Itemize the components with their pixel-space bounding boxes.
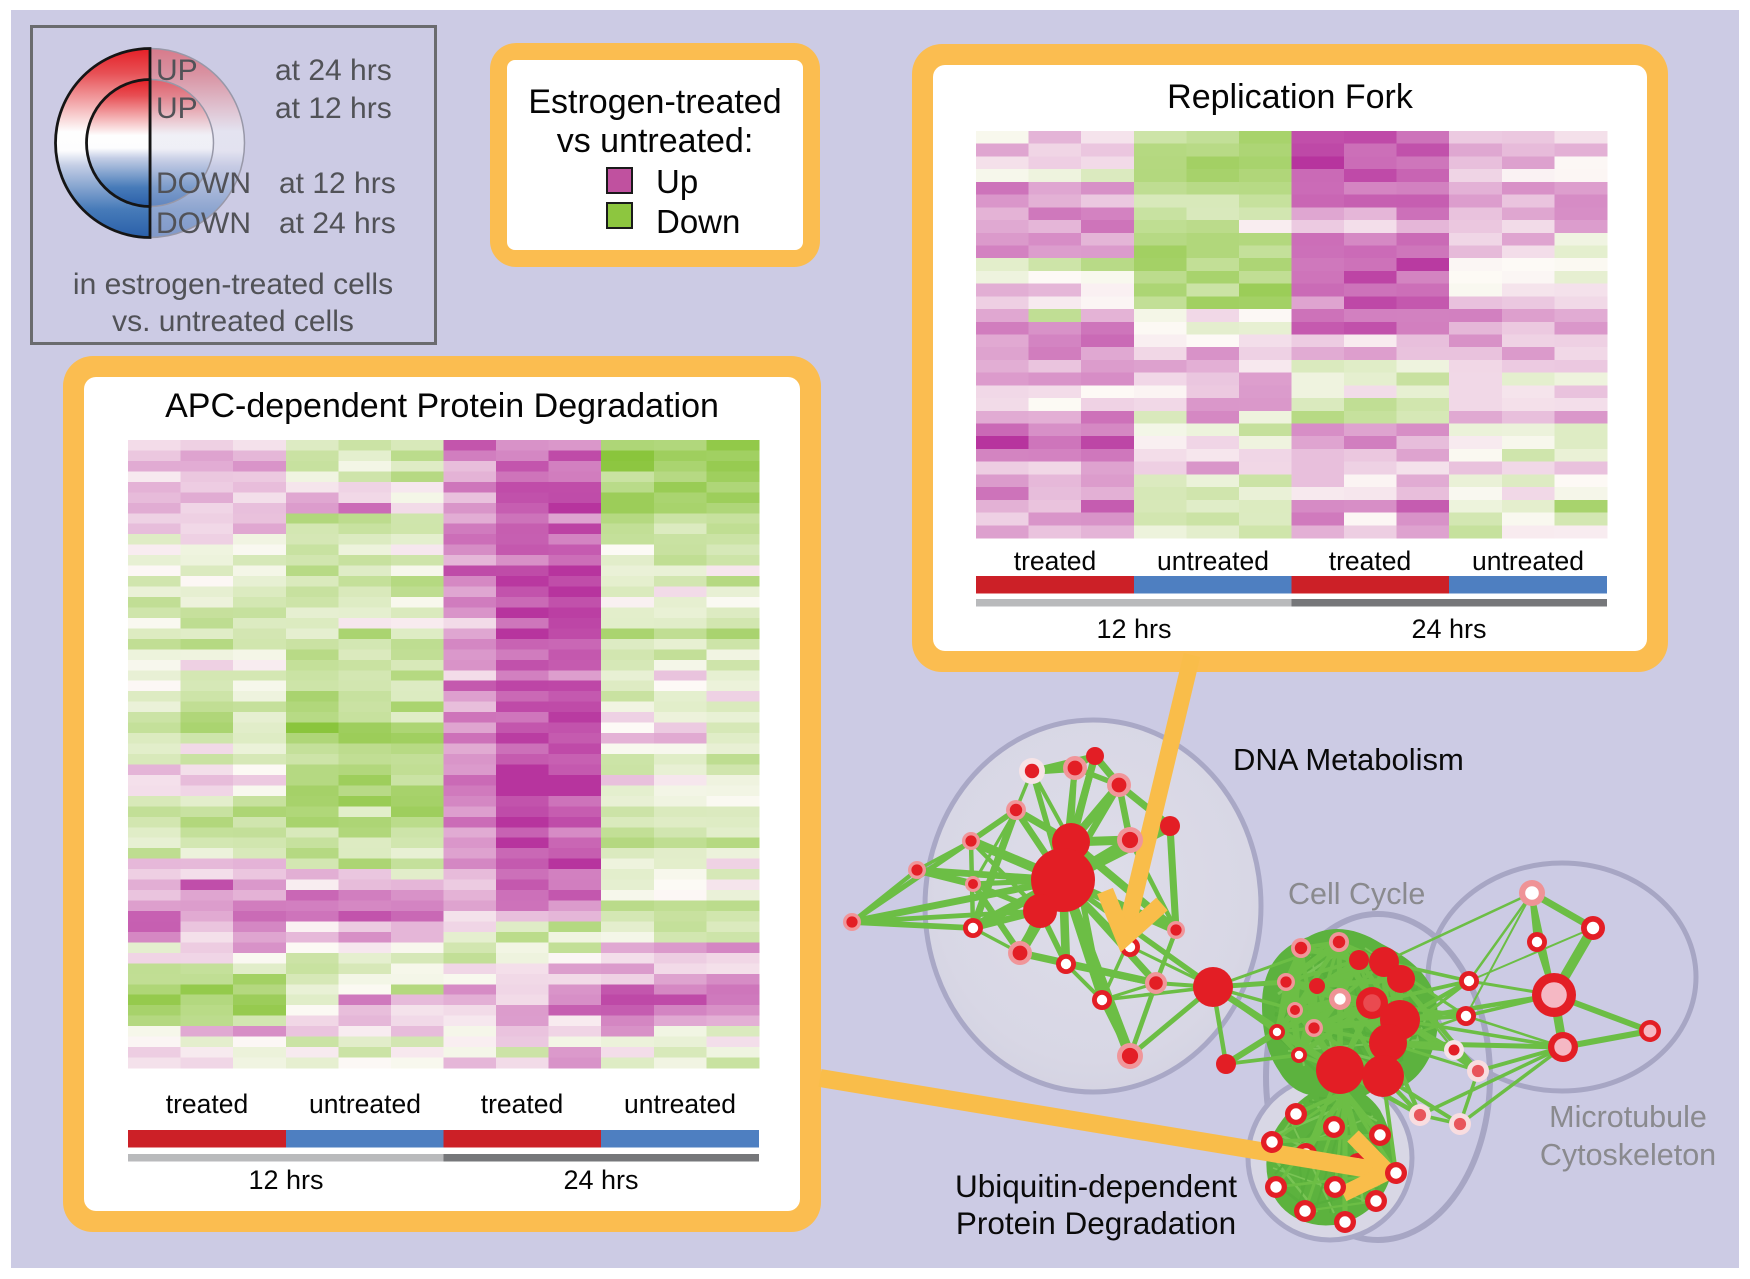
svg-text:12 hrs: 12 hrs [248,1165,323,1195]
svg-text:Replication Fork: Replication Fork [1167,78,1414,116]
svg-text:untreated: untreated [1472,546,1584,576]
svg-text:treated: treated [481,1089,564,1119]
svg-text:treated: treated [166,1089,249,1119]
svg-text:DOWN: DOWN [156,207,251,240]
svg-text:at 24 hrs: at 24 hrs [275,54,392,87]
svg-text:UP: UP [156,92,198,125]
svg-text:at 24 hrs: at 24 hrs [279,207,396,240]
svg-text:Up: Up [656,163,698,200]
svg-text:untreated: untreated [1157,546,1269,576]
svg-text:Ubiquitin-dependent: Ubiquitin-dependent [955,1168,1237,1204]
svg-text:DNA Metabolism: DNA Metabolism [1233,742,1464,777]
svg-text:vs. untreated cells: vs. untreated cells [112,305,354,338]
svg-text:APC-dependent Protein Degradat: APC-dependent Protein Degradation [165,387,719,425]
svg-text:at 12 hrs: at 12 hrs [275,92,392,125]
svg-text:at 12 hrs: at 12 hrs [279,167,396,200]
svg-text:Cell Cycle: Cell Cycle [1288,877,1425,911]
svg-text:24 hrs: 24 hrs [1411,614,1486,644]
svg-text:DOWN: DOWN [156,167,251,200]
svg-text:Estrogen-treated: Estrogen-treated [528,83,781,121]
svg-text:treated: treated [1014,546,1097,576]
svg-text:vs untreated:: vs untreated: [557,122,754,160]
svg-text:in estrogen-treated cells: in estrogen-treated cells [73,268,393,301]
svg-text:treated: treated [1329,546,1412,576]
svg-text:untreated: untreated [309,1089,421,1119]
svg-text:untreated: untreated [624,1089,736,1119]
svg-text:Protein Degradation: Protein Degradation [956,1205,1236,1241]
svg-text:Microtubule: Microtubule [1549,1100,1707,1134]
svg-text:UP: UP [156,54,198,87]
svg-text:Down: Down [656,203,740,240]
svg-text:12 hrs: 12 hrs [1096,614,1171,644]
svg-text:Cytoskeleton: Cytoskeleton [1540,1138,1716,1172]
svg-text:24 hrs: 24 hrs [563,1165,638,1195]
